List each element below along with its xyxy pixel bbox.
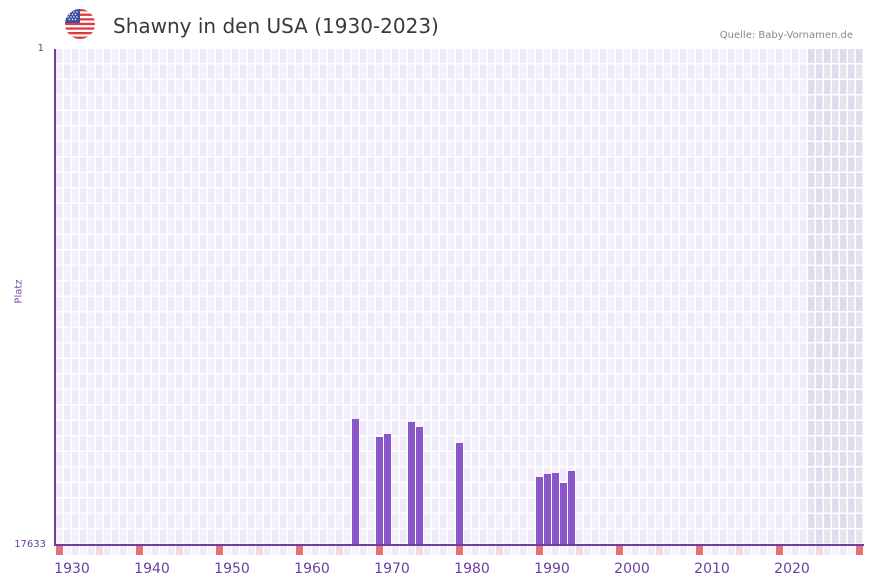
us-flag-icon xyxy=(65,9,95,39)
bar-1992[interactable] xyxy=(568,470,575,545)
y-axis-line xyxy=(54,49,56,546)
y-axis-label: Platz xyxy=(13,279,25,304)
grid xyxy=(56,49,863,544)
chart-title: Shawny in den USA (1930-2023) xyxy=(113,14,439,38)
x-tick-1990: 1990 xyxy=(534,561,570,577)
x-tick-2000: 2000 xyxy=(614,561,650,577)
plot-area xyxy=(56,49,864,545)
x-tick-1950: 1950 xyxy=(214,561,250,577)
x-tick-2010: 2010 xyxy=(694,561,730,577)
bar-1965[interactable] xyxy=(352,419,359,545)
x-tick-1960: 1960 xyxy=(294,561,330,577)
x-tick-1970: 1970 xyxy=(374,561,410,577)
bar-1972[interactable] xyxy=(408,422,415,545)
bar-1989[interactable] xyxy=(544,473,551,545)
bar-1978[interactable] xyxy=(456,442,463,545)
bar-1973[interactable] xyxy=(416,427,423,545)
x-axis-line xyxy=(54,544,864,546)
source-credit: Quelle: Baby-Vornamen.de xyxy=(719,30,853,41)
bar-1990[interactable] xyxy=(552,472,559,545)
x-tick-2020: 2020 xyxy=(774,561,810,577)
x-tick-1980: 1980 xyxy=(454,561,490,577)
bar-1991[interactable] xyxy=(560,482,567,545)
year-markers xyxy=(56,546,863,555)
y-tick-bottom: 17633 xyxy=(14,539,46,550)
bar-1988[interactable] xyxy=(536,476,543,545)
y-tick-top: 1 xyxy=(37,43,44,54)
x-tick-1930: 1930 xyxy=(54,561,90,577)
bar-1969[interactable] xyxy=(384,433,391,545)
x-tick-1940: 1940 xyxy=(134,561,170,577)
bar-1968[interactable] xyxy=(376,436,383,545)
